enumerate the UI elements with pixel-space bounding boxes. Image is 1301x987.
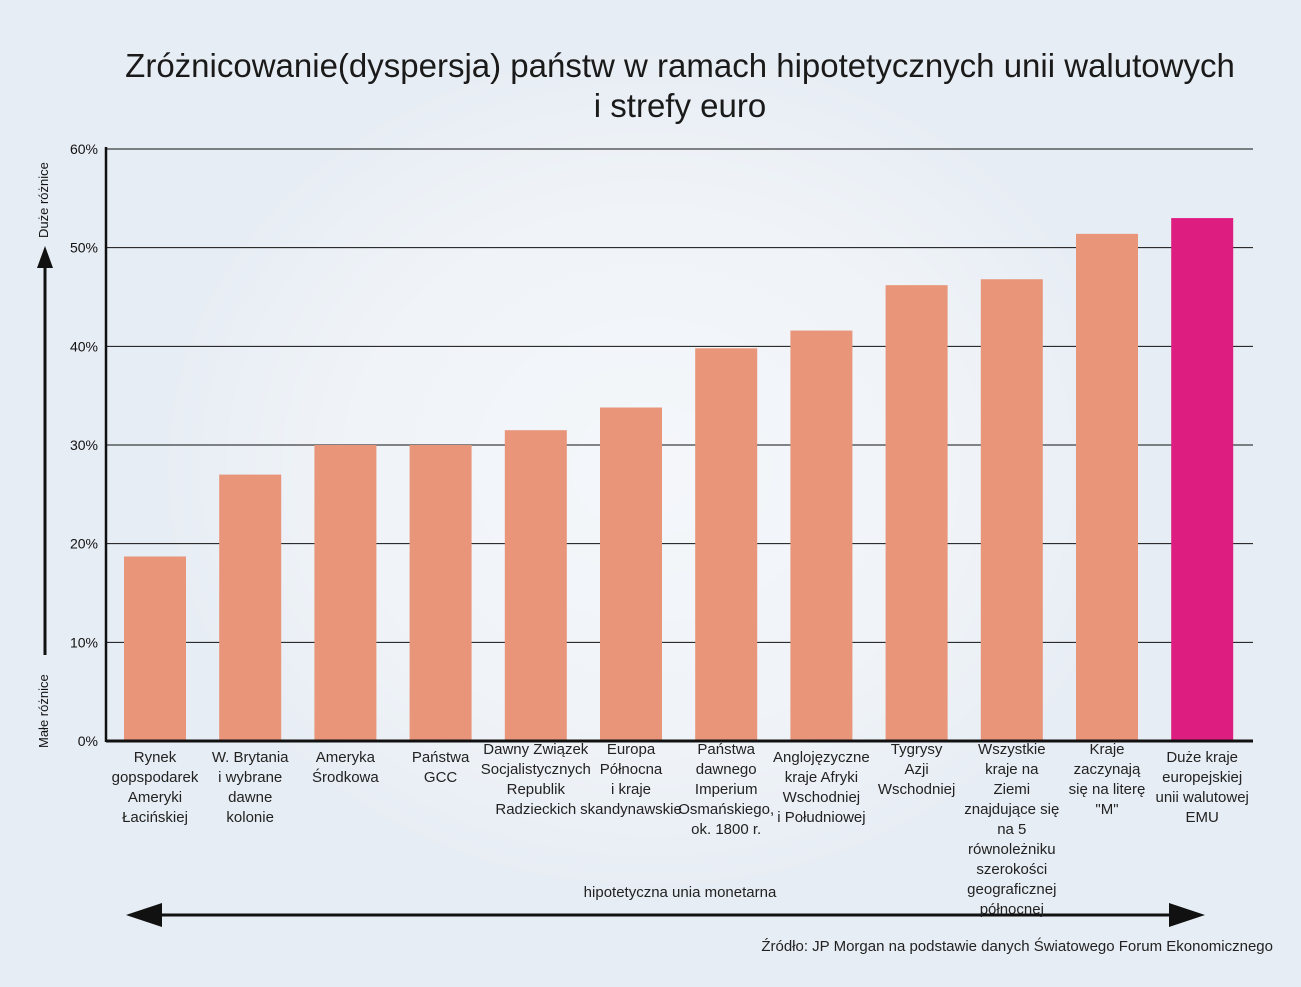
bar bbox=[600, 407, 662, 741]
category-label-line: i kraje bbox=[610, 781, 651, 798]
category-label-line: Północna bbox=[599, 761, 663, 778]
category-label-line: dawne bbox=[228, 789, 273, 806]
x-arrow-right-head-icon bbox=[1169, 903, 1205, 927]
bar bbox=[314, 445, 377, 741]
axes: 0% 10% 20% 30% 40% 50% 60% bbox=[37, 141, 1253, 927]
category-label-line: dawnego bbox=[695, 761, 757, 778]
category-label-line: i wybrane bbox=[218, 769, 283, 786]
category-label: Rynek gopspodarek Ameryki Łacińskiej bbox=[99, 748, 211, 828]
bar bbox=[1171, 218, 1234, 742]
category-label-line: europejskiej bbox=[1162, 769, 1243, 786]
category-label-line: Osmańskiego, bbox=[678, 801, 775, 818]
category-label-line: kolonie bbox=[226, 809, 274, 826]
category-label-line: i Południowej bbox=[777, 809, 866, 826]
category-label-line: Tygrysy bbox=[890, 741, 943, 758]
chart-title-line-2: i strefy euro bbox=[593, 87, 767, 124]
category-label-line: zaczynają bbox=[1073, 761, 1141, 778]
chart-title: Zróżnicowanie(dyspersja) państw w ramach… bbox=[60, 46, 1300, 126]
category-label-line: Państwa bbox=[411, 749, 470, 766]
source-note: Źródło: JP Morgan na podstawie danych Św… bbox=[761, 938, 1273, 955]
category-label: Kraje zaczynają się na literę "M" bbox=[1051, 740, 1163, 820]
bar bbox=[980, 279, 1043, 741]
category-label: Anglojęzyczne kraje Afryki Wschodniej i Poł… bbox=[765, 748, 877, 828]
y-arrow-head-icon bbox=[37, 246, 53, 268]
category-label-line: znajdujące się bbox=[964, 801, 1060, 818]
category-label-line: Socjalistycznych bbox=[480, 761, 591, 778]
category-label-line: "M" bbox=[1095, 801, 1119, 818]
category-label-line: Dawny Związek bbox=[483, 741, 589, 758]
category-label-line: szerokości bbox=[976, 861, 1048, 878]
y-side-label-bottom: Małe różnice bbox=[36, 674, 51, 748]
category-label-line: kraje Afryki bbox=[784, 769, 859, 786]
category-label-line: północnej bbox=[979, 901, 1044, 918]
category-label-line: Ameryka bbox=[315, 749, 375, 766]
category-label-line: gopspodarek bbox=[111, 769, 199, 786]
grid-lines bbox=[106, 148, 1253, 643]
category-label: Tygrysy Azji Wschodniej bbox=[861, 740, 973, 800]
category-label-line: GCC bbox=[423, 769, 458, 786]
category-label-line: Rynek bbox=[133, 749, 177, 766]
category-label-line: Kraje bbox=[1089, 741, 1125, 758]
category-label-line: Łacińskiej bbox=[122, 809, 188, 826]
y-tick-label: 40% bbox=[70, 338, 98, 354]
category-label: Państwa GCC bbox=[385, 748, 497, 788]
category-label-line: Radzieckich bbox=[495, 801, 577, 818]
chart-title-line-1: Zróżnicowanie(dyspersja) państw w ramach… bbox=[125, 47, 1235, 84]
bar bbox=[409, 445, 472, 741]
bar bbox=[695, 348, 758, 741]
bar bbox=[885, 285, 948, 741]
category-label-line: Ameryki bbox=[127, 789, 183, 806]
bar bbox=[219, 474, 282, 741]
category-label-line: EMU bbox=[1185, 809, 1219, 826]
category-label-line: Anglojęzyczne bbox=[773, 749, 870, 766]
category-label: Wszystkie kraje na Ziemi znajdujące się na 5… bbox=[956, 740, 1068, 920]
category-label: Europa Północna i kraje skandynawskie bbox=[575, 740, 687, 820]
bar bbox=[1076, 233, 1138, 741]
category-label-line: Republik bbox=[506, 781, 565, 798]
y-side-label-top: Duże różnice bbox=[36, 162, 51, 238]
category-label-line: skandynawskie bbox=[580, 801, 682, 818]
category-label: Duże kraje europejskiej unii walutowej EMU bbox=[1146, 748, 1258, 828]
x-arrow-left-head-icon bbox=[126, 903, 162, 927]
category-label-line: ok. 1800 r. bbox=[691, 821, 762, 838]
y-tick-label: 20% bbox=[70, 536, 98, 552]
category-label-line: Duże kraje bbox=[1166, 749, 1239, 766]
category-label: W. Brytania i wybrane dawne kolonie bbox=[194, 748, 306, 828]
bar bbox=[504, 430, 567, 741]
category-label-line: kraje na bbox=[985, 761, 1039, 778]
category-label-line: unii walutowej bbox=[1155, 789, 1249, 806]
y-tick-label: 10% bbox=[70, 634, 98, 650]
category-label-line: Wszystkie bbox=[978, 741, 1046, 758]
category-label-line: Ziemi bbox=[993, 781, 1031, 798]
category-label-line: się na literę bbox=[1068, 781, 1146, 798]
category-label-line: Wschodniej bbox=[782, 789, 861, 806]
y-tick-label: 0% bbox=[78, 733, 98, 749]
category-label-line: Państwa bbox=[697, 741, 755, 758]
y-tick-label: 50% bbox=[70, 240, 98, 256]
y-tick-label: 60% bbox=[70, 141, 98, 157]
category-label: Państwa dawnego Imperium Osmańskiego, ok. 18… bbox=[670, 740, 782, 840]
bar bbox=[124, 556, 186, 741]
category-label-line: W. Brytania bbox=[211, 749, 289, 766]
category-label-line: na 5 równoleżniku bbox=[968, 821, 1056, 858]
bar bbox=[790, 330, 853, 741]
y-tick-label: 30% bbox=[70, 437, 98, 453]
category-label-line: geograficznej bbox=[967, 881, 1057, 898]
category-label: Dawny Związek Socjalistycznych Republik Rad… bbox=[480, 740, 592, 820]
x-caption: hipotetyczna unia monetarna bbox=[583, 884, 777, 901]
category-label-line: Azji bbox=[904, 761, 929, 778]
category-label: Ameryka Środkowa bbox=[289, 748, 401, 788]
bars bbox=[124, 218, 1234, 742]
category-label-line: Środkowa bbox=[312, 769, 379, 786]
category-label-line: Wschodniej bbox=[877, 781, 956, 798]
category-label-line: Europa bbox=[606, 741, 656, 758]
category-label-line: Imperium bbox=[694, 781, 758, 798]
